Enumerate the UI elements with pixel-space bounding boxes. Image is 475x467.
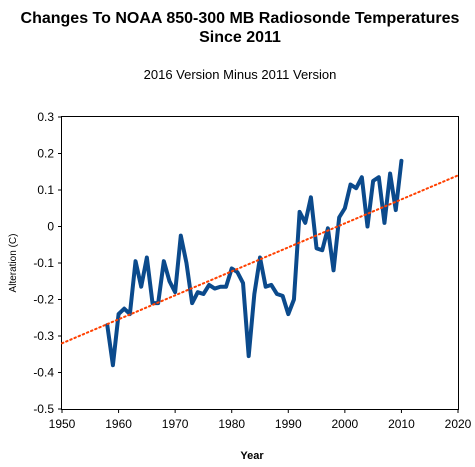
x-tick-label: 1970	[162, 417, 189, 431]
y-tick-label: 0	[47, 220, 54, 234]
alteration-series-line	[105, 158, 404, 368]
trend-line	[61, 174, 459, 345]
y-tick-label: -0.5	[33, 402, 54, 416]
chart-title: Changes To NOAA 850-300 MB Radiosonde Te…	[21, 10, 460, 27]
y-tick-label: 0.2	[37, 147, 54, 161]
y-tick-label: -0.1	[33, 256, 54, 270]
x-tick-label: 2020	[445, 417, 472, 431]
y-tick-label: -0.2	[33, 293, 54, 307]
x-tick-label: 1990	[275, 417, 302, 431]
y-tick-label: -0.4	[33, 366, 54, 380]
y-tick-label: -0.3	[33, 329, 54, 343]
x-tick-label: 1960	[105, 417, 132, 431]
x-axis-title: Year	[240, 450, 264, 462]
x-tick-label: 2000	[332, 417, 359, 431]
x-tick-label: 2010	[388, 417, 415, 431]
x-tick-label: 1980	[218, 417, 245, 431]
chart-title-line-2: Since 2011	[199, 29, 281, 46]
y-tick-label: 0.3	[37, 110, 54, 124]
chart-subtitle: 2016 Version Minus 2011 Version	[144, 67, 337, 82]
y-tick-label: 0.1	[37, 183, 54, 197]
x-tick-label: 1950	[49, 417, 76, 431]
y-axis-title: Alteration (C)	[8, 234, 19, 293]
